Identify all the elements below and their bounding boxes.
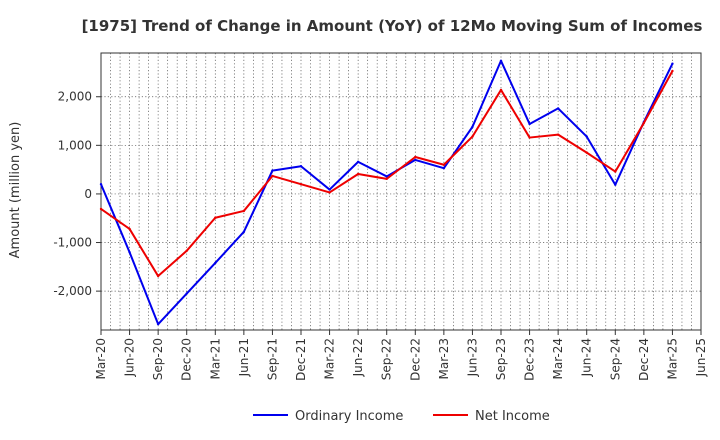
x-tick-label: Jun-23 xyxy=(465,338,479,377)
x-tick-label: Jun-20 xyxy=(123,338,137,377)
data-point-ordinary-income xyxy=(128,251,131,254)
data-point-net-income xyxy=(214,216,217,219)
legend-label-net-income: Net Income xyxy=(475,409,550,424)
data-point-net-income xyxy=(471,135,474,138)
x-tick-label: Mar-22 xyxy=(323,338,337,379)
data-point-net-income xyxy=(156,274,160,278)
data-point-net-income xyxy=(328,191,331,194)
data-point-ordinary-income xyxy=(185,292,188,295)
data-point-net-income xyxy=(556,133,560,136)
data-point-ordinary-income xyxy=(271,169,274,172)
data-point-ordinary-income xyxy=(328,188,331,191)
y-tick-label: -1,000 xyxy=(53,236,92,250)
data-point-net-income xyxy=(642,121,646,125)
data-point-net-income xyxy=(671,69,674,73)
data-point-net-income xyxy=(528,136,531,139)
data-point-ordinary-income xyxy=(414,158,417,162)
x-tick-label: Mar-25 xyxy=(665,338,679,379)
x-tick-label: Mar-23 xyxy=(437,338,451,379)
data-point-ordinary-income xyxy=(214,261,217,265)
x-axis-ticks: Mar-20 Jun-20 Sep-20 Dec-20 Mar-21 Jun-21 Sep-… xyxy=(94,330,708,381)
y-tick-label: 1,000 xyxy=(58,138,92,152)
data-point-net-income xyxy=(356,172,360,176)
data-point-net-income xyxy=(499,88,503,92)
data-point-net-income xyxy=(385,177,388,181)
y-axis-ticks: -2,000 -1,000 0 1,000 2,000 xyxy=(53,90,101,298)
data-point-net-income xyxy=(185,249,188,252)
legend-label-ordinary-income: Ordinary Income xyxy=(295,409,403,424)
data-point-net-income xyxy=(299,183,303,186)
x-tick-label: Mar-21 xyxy=(208,338,222,379)
data-point-ordinary-income xyxy=(528,122,531,126)
legend: Ordinary Income Net Income xyxy=(253,409,550,424)
plot-frame xyxy=(100,52,702,331)
data-point-ordinary-income xyxy=(442,166,446,170)
x-tick-label: Jun-24 xyxy=(580,338,594,377)
data-point-ordinary-income xyxy=(499,59,503,62)
x-tick-label: Sep-24 xyxy=(608,338,622,380)
data-point-ordinary-income xyxy=(385,175,388,178)
data-point-ordinary-income xyxy=(585,135,588,138)
x-tick-label: Mar-24 xyxy=(551,338,565,379)
data-point-net-income xyxy=(99,207,103,211)
data-point-net-income xyxy=(271,174,274,178)
data-point-ordinary-income xyxy=(356,160,360,164)
data-point-net-income xyxy=(442,163,446,166)
data-point-ordinary-income xyxy=(471,125,474,129)
data-point-net-income xyxy=(242,209,246,213)
data-point-net-income xyxy=(614,170,617,173)
x-tick-label: Sep-23 xyxy=(494,338,508,380)
data-point-ordinary-income xyxy=(614,183,617,186)
x-tick-label: Sep-21 xyxy=(265,338,279,380)
x-tick-label: Dec-24 xyxy=(637,338,651,381)
grid xyxy=(101,53,701,330)
data-point-net-income xyxy=(128,227,131,231)
x-tick-label: Dec-21 xyxy=(294,338,308,381)
y-tick-label: -2,000 xyxy=(53,284,92,298)
data-point-net-income xyxy=(585,151,588,154)
data-point-ordinary-income xyxy=(671,62,674,65)
x-tick-label: Dec-23 xyxy=(523,338,537,381)
x-tick-label: Sep-20 xyxy=(151,338,165,380)
x-tick-label: Jun-25 xyxy=(694,338,708,377)
x-tick-label: Dec-20 xyxy=(180,338,194,381)
data-point-ordinary-income xyxy=(299,165,303,168)
data-point-ordinary-income xyxy=(242,230,246,234)
series-lines xyxy=(99,59,674,326)
x-tick-label: Jun-22 xyxy=(351,338,365,377)
chart-title: [1975] Trend of Change in Amount (YoY) o… xyxy=(82,17,703,35)
x-tick-label: Mar-20 xyxy=(94,338,108,379)
data-point-ordinary-income xyxy=(156,322,160,326)
x-tick-label: Jun-21 xyxy=(237,338,251,377)
y-tick-label: 2,000 xyxy=(58,90,92,104)
y-tick-label: 0 xyxy=(84,187,92,201)
x-tick-label: Dec-22 xyxy=(408,338,422,381)
x-tick-label: Sep-22 xyxy=(380,338,394,380)
data-point-net-income xyxy=(414,155,417,159)
data-point-ordinary-income xyxy=(99,183,103,186)
data-point-ordinary-income xyxy=(556,107,560,110)
y-axis-label: Amount (million yen) xyxy=(8,122,23,259)
